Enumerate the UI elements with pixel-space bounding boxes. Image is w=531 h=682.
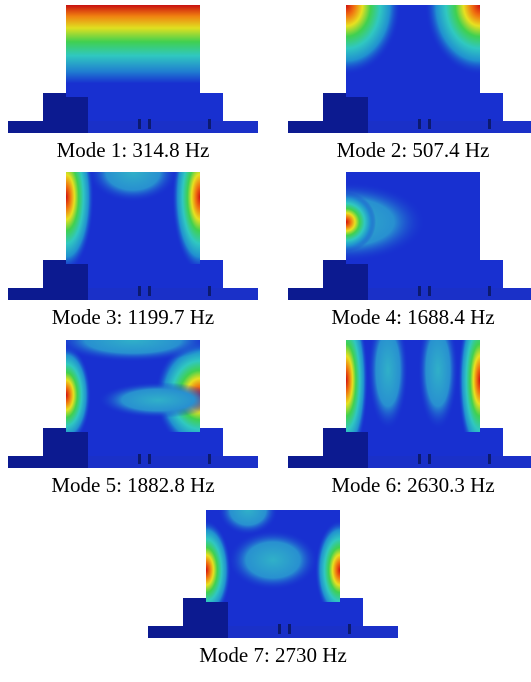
- base-plate-dark: [8, 456, 88, 468]
- contour: [266, 182, 426, 262]
- mode-caption: Mode 5: 1882.8 Hz: [51, 473, 214, 497]
- base-plate-dark: [8, 121, 88, 133]
- step-block-dark: [323, 260, 368, 288]
- bolt-mark: [138, 119, 141, 129]
- step-block-dark: [43, 260, 88, 288]
- base-plate-dark: [288, 456, 368, 468]
- bolt-mark: [428, 454, 431, 464]
- mode-panel: [8, 318, 258, 468]
- contour-blob: [218, 485, 278, 535]
- bolt-mark: [418, 454, 421, 464]
- contour: [66, 5, 200, 97]
- contour-blob: [316, 192, 376, 252]
- mode-panel: [266, 172, 531, 300]
- base-plate-dark: [148, 626, 228, 638]
- mode-caption: Mode 2: 507.4 Hz: [337, 138, 490, 162]
- figure: Mode 1: 314.8 Hz Mode 2: 507.4 Hz Mode 3: …: [0, 0, 531, 677]
- step-block-dark: [323, 93, 368, 121]
- base-plate-dark: [288, 288, 368, 300]
- mode-caption: Mode 1: 314.8 Hz: [57, 138, 210, 162]
- contour-blob: [228, 530, 318, 590]
- bolt-mark: [488, 286, 491, 296]
- bolt-mark: [208, 119, 211, 129]
- bolt-mark: [208, 286, 211, 296]
- bolt-mark: [488, 454, 491, 464]
- mode-panel: [8, 5, 258, 133]
- mode-caption: Mode 6: 2630.3 Hz: [331, 473, 494, 497]
- bolt-mark: [428, 119, 431, 129]
- mode-caption: Mode 7: 2730 Hz: [199, 643, 347, 667]
- bolt-mark: [208, 454, 211, 464]
- step-block-dark: [183, 598, 228, 626]
- bolt-mark: [278, 624, 281, 634]
- bolt-mark: [418, 119, 421, 129]
- contour-band: [66, 5, 200, 97]
- mode-caption: Mode 3: 1199.7 Hz: [52, 305, 215, 329]
- base-plate-dark: [8, 288, 88, 300]
- step-block-dark: [43, 93, 88, 121]
- bolt-mark: [148, 119, 151, 129]
- contour-blob: [98, 382, 218, 418]
- bolt-mark: [488, 119, 491, 129]
- bolt-mark: [428, 286, 431, 296]
- mode-panel: [148, 485, 398, 638]
- bolt-mark: [148, 454, 151, 464]
- bolt-mark: [138, 454, 141, 464]
- bolt-mark: [288, 624, 291, 634]
- base-plate-dark: [288, 121, 368, 133]
- bolt-mark: [418, 286, 421, 296]
- mode-panel: [288, 0, 531, 133]
- bolt-mark: [148, 286, 151, 296]
- bolt-mark: [138, 286, 141, 296]
- mode-caption: Mode 4: 1688.4 Hz: [331, 305, 494, 329]
- step-block-dark: [43, 428, 88, 456]
- bolt-mark: [348, 624, 351, 634]
- step-block-dark: [323, 428, 368, 456]
